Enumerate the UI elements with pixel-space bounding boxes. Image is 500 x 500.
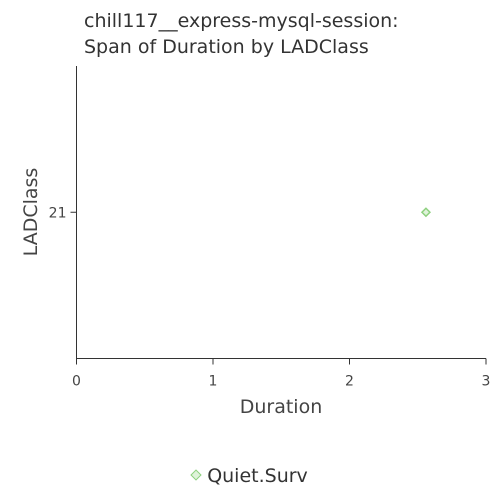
x-axis-label: Duration [240, 396, 323, 418]
data-points [420, 207, 432, 218]
chart-title-line-2: Span of Duration by LADClass [84, 36, 369, 58]
x-tick-label: 2 [345, 374, 354, 390]
chart-title: chill117__express-mysql-session: Span of… [84, 8, 399, 60]
legend-marker-icon [190, 468, 202, 481]
y-tick-label: 21 [49, 205, 67, 221]
legend: Quiet.Surv [0, 465, 500, 487]
x-ticks: 0 1 2 3 [72, 358, 491, 390]
x-tick-label: 3 [482, 374, 491, 390]
data-point [420, 207, 432, 218]
x-tick-label: 0 [72, 374, 81, 390]
legend-label: Quiet.Surv [207, 465, 308, 487]
x-tick-label: 1 [209, 374, 218, 390]
y-ticks: 21 [49, 205, 77, 221]
chart-title-line-1: chill117__express-mysql-session: [84, 10, 399, 32]
y-axis-label: LADClass [20, 168, 42, 257]
